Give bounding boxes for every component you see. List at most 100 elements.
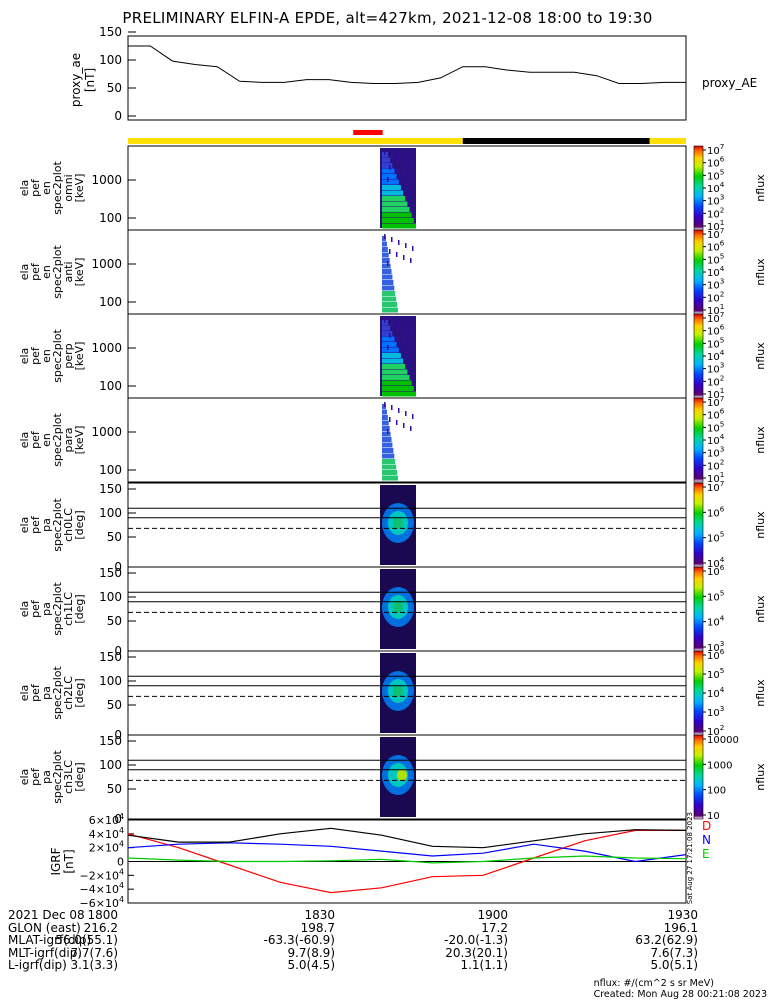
igrf-line-D — [127, 829, 686, 894]
spec-speck — [405, 327, 407, 332]
proxy-ae-panel: 150 100 50 0 proxy_ae[nT] proxy_AE — [69, 25, 757, 123]
ephemeris-row: 2021 Dec 08 1800 1830 1900 1930 — [8, 909, 708, 922]
spec-cell — [382, 426, 390, 431]
panel-ylabel: elapefenspec2plotperp[keV] — [18, 329, 86, 383]
colorbar-label: nflux — [754, 763, 767, 791]
spec-cell — [382, 196, 406, 201]
colorbar-tick-label: 105 — [707, 666, 724, 681]
igrf-ytick-label: 6×104 — [89, 812, 124, 827]
spec-speck — [410, 342, 412, 347]
spec-speck — [384, 150, 386, 155]
spectrogram-data — [380, 148, 416, 229]
panel-ylabel: elapefpaspec2plotch1LC[deg] — [18, 582, 86, 636]
colorbar-tick-label: 104 — [707, 614, 725, 629]
spec-speck — [412, 246, 414, 251]
spec-speck — [412, 330, 414, 335]
panel-ytick-label: 50 — [107, 698, 122, 712]
igrf-legend-N: N — [702, 833, 711, 847]
igrf-line-E — [127, 855, 687, 864]
panel-ytick-label: 1000 — [91, 173, 122, 187]
ephemeris-value: 216.2 — [83, 920, 118, 935]
spec-cell — [382, 470, 398, 475]
colorbar — [693, 566, 704, 652]
ephemeris-value: 1900 — [477, 908, 508, 922]
ephemeris-value: 3.1(3.3) — [70, 958, 118, 972]
panel-ytick-label: 1000 — [91, 257, 122, 271]
status-bar-segment — [128, 138, 463, 144]
panel-ylabel: elapefpaspec2plotch0LC[deg] — [18, 498, 86, 552]
spec-speck — [398, 156, 400, 161]
ephemeris-row: MLT-igrf(dip) 7.7(7.6) 9.7(8.9) 20.3(20.1) 7… — [8, 945, 708, 960]
spec-cell — [382, 336, 395, 342]
panel-anti: 1000100elapefenspec2plotanti[keV]1071061… — [18, 226, 767, 317]
proxy-frame — [127, 35, 687, 121]
colorbar — [693, 734, 704, 820]
spec-speck — [398, 408, 400, 413]
spec-speck — [405, 411, 407, 416]
spec-speck — [396, 420, 398, 425]
spec-cell — [382, 369, 408, 375]
panel-ch1: 150100500elapefpaspec2plotch1LC[deg]1061… — [18, 563, 767, 658]
igrf-ytick-label: −2×104 — [80, 867, 124, 882]
spec-blob-core — [397, 769, 407, 781]
colorbar-tick-label: 1000 — [707, 760, 732, 771]
spec-cell — [382, 218, 414, 223]
spec-speck — [384, 234, 386, 239]
spec-cell — [382, 325, 391, 331]
spec-speck — [387, 429, 389, 434]
spec-cell — [382, 302, 398, 307]
spec-speck — [391, 321, 393, 326]
ephemeris-row: L-igrf(dip) 3.1(3.3) 5.0(4.5) 1.1(1.1) 5.0(5… — [8, 959, 708, 972]
spec-speck — [389, 333, 391, 338]
spec-cell — [382, 437, 392, 442]
spec-blob-core — [393, 601, 403, 613]
proxy-ytick-label: 50 — [107, 81, 122, 95]
panel-ytick-label: 150 — [99, 566, 122, 580]
spec-cell — [382, 179, 399, 185]
panel-ytick-label: 100 — [99, 379, 122, 393]
panel-ytick-label: 1000 — [91, 425, 122, 439]
colorbar — [693, 313, 704, 399]
ephemeris-row: GLON (east) 216.2 198.7 17.2 196.1 — [8, 920, 708, 935]
spec-cell — [382, 375, 410, 380]
ephemeris-value: 1800 — [87, 908, 118, 922]
ephemeris-value: 7.6(7.3) — [650, 945, 698, 960]
spec-cell — [382, 475, 398, 481]
spec-cell — [382, 342, 397, 347]
created-note: Created: Mon Aug 28 00:21:08 2023 — [593, 989, 767, 1000]
igrf-line-N — [127, 842, 687, 863]
spec-speck — [398, 324, 400, 329]
science-zone-marker — [353, 130, 383, 135]
panel-ytick-label: 0 — [114, 812, 122, 826]
spec-speck — [410, 258, 412, 263]
colorbar — [693, 229, 704, 315]
ephemeris-value: 9.7(8.9) — [287, 945, 335, 960]
colorbar — [693, 650, 704, 736]
spec-speck — [387, 345, 389, 350]
spec-speck — [391, 405, 393, 410]
panel-ytick-label: 100 — [99, 211, 122, 225]
spec-blob-core — [393, 685, 403, 697]
ephemeris-value: 1930 — [667, 908, 698, 922]
spec-speck — [391, 237, 393, 242]
spec-blob-core — [393, 517, 403, 529]
spec-speck — [403, 171, 405, 176]
colorbar-tick-label: 100 — [707, 786, 726, 797]
colorbar-tick-label: 10 — [707, 811, 720, 822]
spec-cell — [382, 347, 399, 353]
panel-ch3: 150 100 50 0 elapefpaspec2plotch3LC[deg] 1000… — [18, 734, 767, 826]
panel-ylabel: elapefpaspec2plotch2LC[deg] — [18, 666, 86, 720]
spec-cell — [382, 212, 412, 218]
panel-ytick-label: 0 — [114, 728, 122, 742]
igrf-ytick-label: 4×104 — [89, 826, 124, 841]
spec-speck — [387, 261, 389, 266]
panel-ytick-label: 100 — [99, 463, 122, 477]
panel-ylabel: elapefenspec2plotomni[keV] — [18, 161, 86, 215]
spec-cell — [382, 442, 393, 448]
spec-speck — [389, 417, 391, 422]
igrf-legend-E: E — [702, 847, 710, 861]
spec-cell — [382, 280, 394, 285]
ephemeris-label: 2021 Dec 08 — [8, 908, 85, 922]
colorbar-tick-label: 103 — [707, 704, 724, 719]
ephemeris-value: 198.7 — [300, 920, 335, 935]
